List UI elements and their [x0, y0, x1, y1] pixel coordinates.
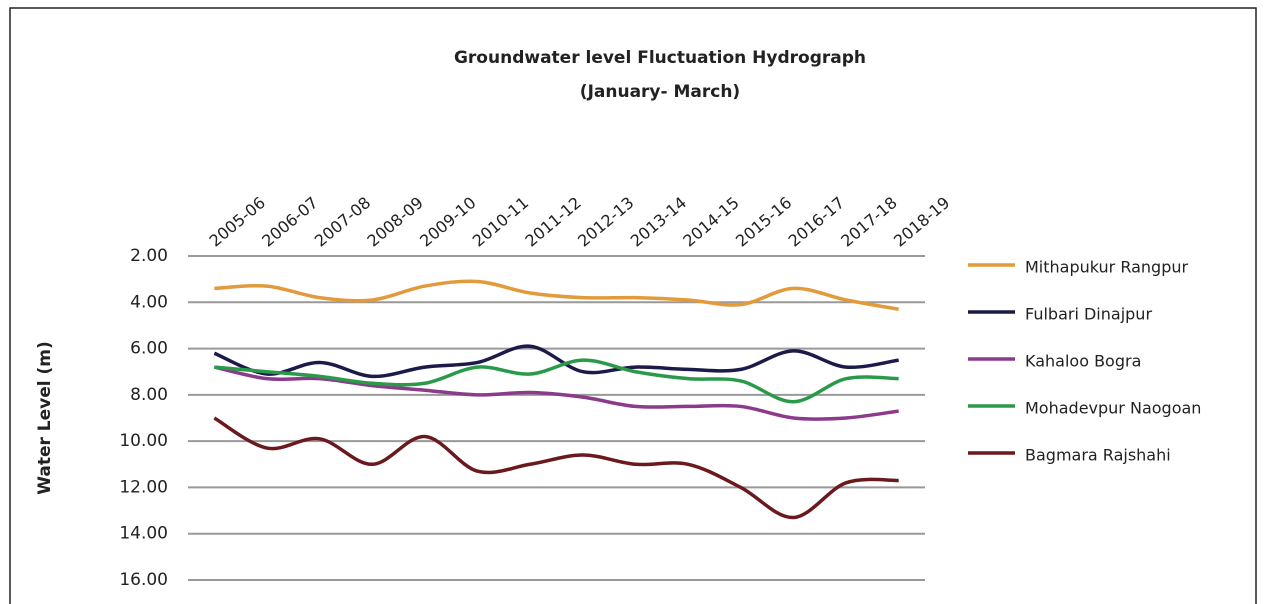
x-tick-label: 2014-15 [679, 193, 742, 251]
y-tick-label: 4.00 [130, 292, 168, 312]
chart-title: Groundwater level Fluctuation Hydrograph [454, 48, 866, 68]
x-tick-label: 2012-13 [574, 193, 637, 251]
x-tick-label: 2007-08 [311, 193, 374, 251]
x-tick-label: 2018-19 [890, 193, 953, 251]
x-tick-label: 2008-09 [364, 193, 427, 251]
legend-label: Mohadevpur Naogoan [1025, 399, 1201, 418]
y-tick-label: 8.00 [130, 385, 168, 405]
legend-label: Bagmara Rajshahi [1025, 446, 1171, 465]
x-tick-label: 2010-11 [469, 193, 532, 251]
y-axis-label: Water Level (m) [35, 341, 55, 495]
series-line [214, 358, 899, 404]
y-tick-label: 10.00 [119, 431, 168, 451]
series-line [213, 365, 899, 421]
x-tick-label: 2013-14 [627, 193, 690, 251]
x-tick-label: 2006-07 [258, 193, 321, 251]
x-tick-label: 2017-18 [837, 193, 900, 251]
y-tick-label: 6.00 [130, 339, 168, 359]
series-line [213, 416, 899, 520]
x-tick-label: 2011-12 [521, 193, 584, 251]
legend-label: Fulbari Dinajpur [1025, 305, 1152, 324]
y-tick-label: 14.00 [119, 524, 168, 544]
chart-subtitle: (January- March) [580, 82, 740, 102]
x-tick-label: 2009-10 [416, 193, 479, 251]
x-tick-label: 2005-06 [206, 193, 269, 251]
x-tick-label: 2016-17 [785, 193, 848, 251]
x-tick-label: 2015-16 [732, 193, 795, 251]
legend-label: Kahaloo Bogra [1025, 352, 1141, 371]
series-line [214, 279, 899, 311]
y-tick-label: 16.00 [119, 570, 168, 590]
series-line [213, 344, 899, 379]
y-tick-label: 2.00 [130, 246, 168, 266]
y-tick-label: 12.00 [119, 477, 168, 497]
chart-frame [9, 7, 1257, 604]
legend-label: Mithapukur Rangpur [1025, 258, 1189, 277]
